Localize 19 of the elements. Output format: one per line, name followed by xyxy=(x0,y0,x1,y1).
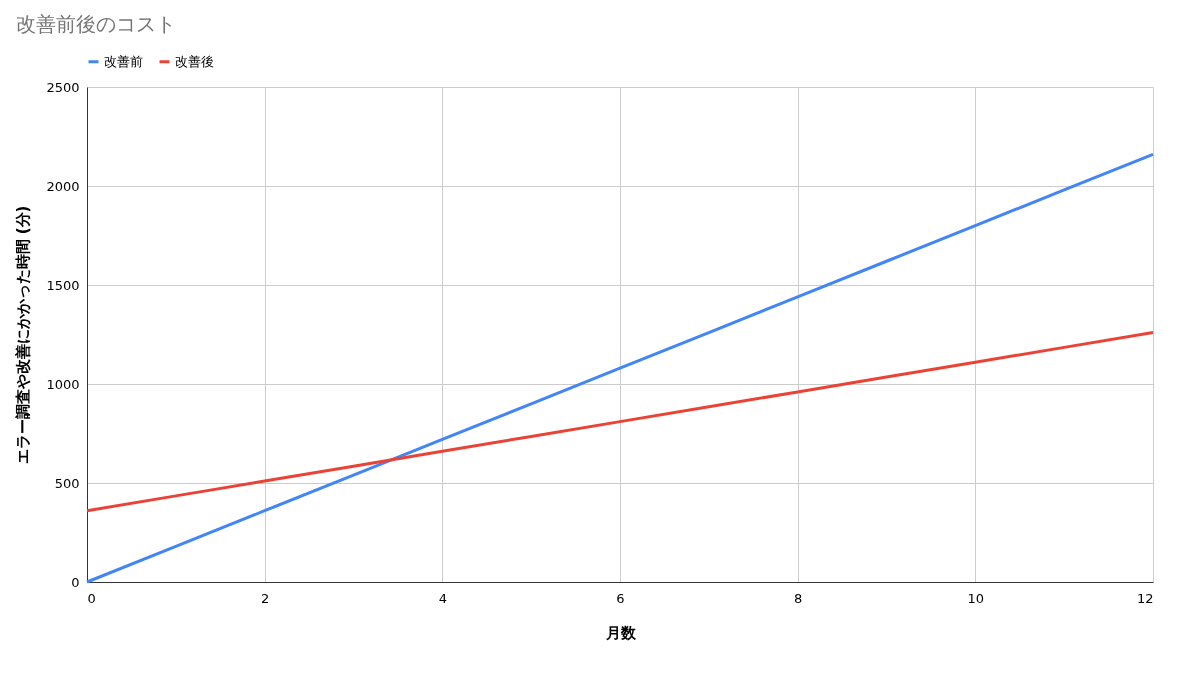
y-tick-label: 2000 xyxy=(46,178,80,194)
x-tick-label: 8 xyxy=(794,590,803,606)
x-axis-title: 月数 xyxy=(604,623,637,642)
y-tick-label: 2500 xyxy=(46,79,80,95)
legend-label: 改善後 xyxy=(175,53,214,69)
line-series xyxy=(85,331,1155,513)
legend-label: 改善前 xyxy=(104,53,143,69)
x-tick-label: 0 xyxy=(87,590,96,606)
chart-title: 改善前後のコスト xyxy=(15,12,176,36)
x-tick-label: 4 xyxy=(438,590,447,606)
x-tick-label: 10 xyxy=(967,590,985,606)
x-tick-label: 2 xyxy=(261,590,270,606)
y-axis-title: エラー調査や改善にかかった時間 (分) xyxy=(14,205,33,465)
y-tick-label: 1500 xyxy=(46,277,80,293)
y-tick-label: 500 xyxy=(54,475,80,491)
x-tick-label: 6 xyxy=(616,590,625,606)
y-tick-label: 1000 xyxy=(46,376,80,392)
y-tick-label: 0 xyxy=(71,574,80,590)
x-tick-label: 12 xyxy=(1136,590,1154,606)
